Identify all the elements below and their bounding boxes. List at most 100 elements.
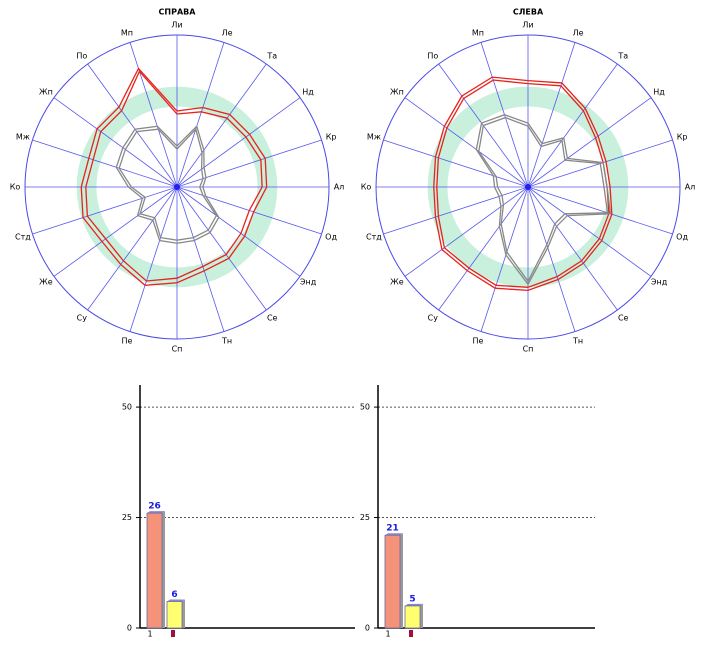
axis-label: Сп xyxy=(172,345,183,354)
bar-top xyxy=(167,599,185,602)
spoke xyxy=(176,186,225,332)
y-tick-label: 0 xyxy=(365,624,370,633)
spoke xyxy=(87,63,178,188)
axis-label: Ал xyxy=(685,183,696,192)
value-label: 21 xyxy=(386,524,399,534)
y-tick-label: 50 xyxy=(122,403,132,412)
axis-label: Ал xyxy=(334,183,345,192)
spoke xyxy=(32,186,178,235)
axis-label: Же xyxy=(39,278,53,287)
axis-label: Пе xyxy=(472,337,483,346)
spoke xyxy=(32,139,178,188)
radar-line xyxy=(436,79,610,288)
spoke xyxy=(176,97,301,188)
axis-label: Жп xyxy=(390,87,404,96)
axis-label: Кр xyxy=(326,132,337,141)
bar-top xyxy=(405,603,423,606)
axis-label: Мж xyxy=(16,132,30,141)
spoke xyxy=(383,186,529,235)
spoke xyxy=(527,63,618,188)
radar-line xyxy=(80,67,268,286)
axis-label: Стд xyxy=(15,233,31,242)
axis-label: Се xyxy=(618,314,629,323)
spoke xyxy=(87,186,178,311)
axis-label: Ко xyxy=(10,183,21,192)
x-tick-label: 1 xyxy=(147,630,152,639)
axis-label: По xyxy=(76,51,87,60)
axis-label: Мж xyxy=(367,132,381,141)
axis-label: Же xyxy=(390,278,404,287)
bar-side xyxy=(162,511,165,628)
axis-label: Се xyxy=(267,314,278,323)
radar-line xyxy=(118,127,218,241)
axis-label: Та xyxy=(266,51,277,60)
axis-label: Сп xyxy=(523,345,534,354)
category-marker xyxy=(171,630,175,637)
spoke xyxy=(527,186,618,311)
radar-line xyxy=(478,116,609,283)
bar xyxy=(384,534,401,629)
axis-label: Жп xyxy=(39,87,53,96)
bar-side xyxy=(182,599,185,628)
radar-line xyxy=(85,70,263,282)
axis-label: Энд xyxy=(300,278,317,287)
chart-title: СПРАВА xyxy=(159,8,197,17)
chart-title: СЛЕВА xyxy=(513,8,544,17)
y-tick-label: 50 xyxy=(360,403,370,412)
spoke xyxy=(527,186,673,235)
spoke xyxy=(176,186,267,311)
bar xyxy=(146,512,163,629)
spoke xyxy=(404,97,529,188)
radar-line xyxy=(115,125,220,244)
spoke xyxy=(404,186,529,277)
axis-label: Тн xyxy=(572,337,583,346)
value-label: 6 xyxy=(171,590,177,600)
axis-label: По xyxy=(427,51,438,60)
axis-label: Нд xyxy=(653,87,665,96)
center-dot xyxy=(174,184,180,190)
bar xyxy=(166,601,183,629)
spoke xyxy=(527,186,576,332)
axis-label: Су xyxy=(77,314,88,323)
y-tick-label: 25 xyxy=(360,513,370,522)
spoke xyxy=(129,186,178,332)
spoke xyxy=(527,42,576,188)
bar-top xyxy=(147,511,165,514)
value-label: 26 xyxy=(148,502,161,512)
bar-side xyxy=(420,603,423,628)
bar-top xyxy=(385,533,403,536)
axis-label: Пе xyxy=(121,337,132,346)
axis-label: Стд xyxy=(366,233,382,242)
axis-label: Од xyxy=(325,233,337,242)
spoke xyxy=(176,139,322,188)
center-dot xyxy=(525,184,531,190)
bar-side xyxy=(400,533,403,628)
axis-label: Ле xyxy=(222,28,233,37)
axis-label: Мп xyxy=(472,28,484,37)
spoke xyxy=(383,139,529,188)
category-marker xyxy=(409,630,413,637)
axis-label: Су xyxy=(428,314,439,323)
axis-label: Ле xyxy=(573,28,584,37)
spoke xyxy=(438,186,529,311)
spoke xyxy=(176,42,225,188)
axis-label: Та xyxy=(617,51,628,60)
axis-label: Мп xyxy=(121,28,133,37)
axis-label: Тн xyxy=(221,337,232,346)
y-tick-label: 0 xyxy=(127,624,132,633)
spoke xyxy=(53,97,178,188)
axis-label: Од xyxy=(676,233,688,242)
spoke xyxy=(480,186,529,332)
spoke xyxy=(176,186,301,277)
spoke xyxy=(129,42,178,188)
axis-label: Кр xyxy=(677,132,688,141)
spoke xyxy=(527,186,652,277)
axis-label: Ли xyxy=(522,21,533,30)
x-tick-label: 1 xyxy=(385,630,390,639)
spoke xyxy=(176,63,267,188)
bar xyxy=(404,605,421,629)
axis-label: Ко xyxy=(361,183,372,192)
value-label: 5 xyxy=(409,594,415,604)
radar-line xyxy=(433,76,613,292)
